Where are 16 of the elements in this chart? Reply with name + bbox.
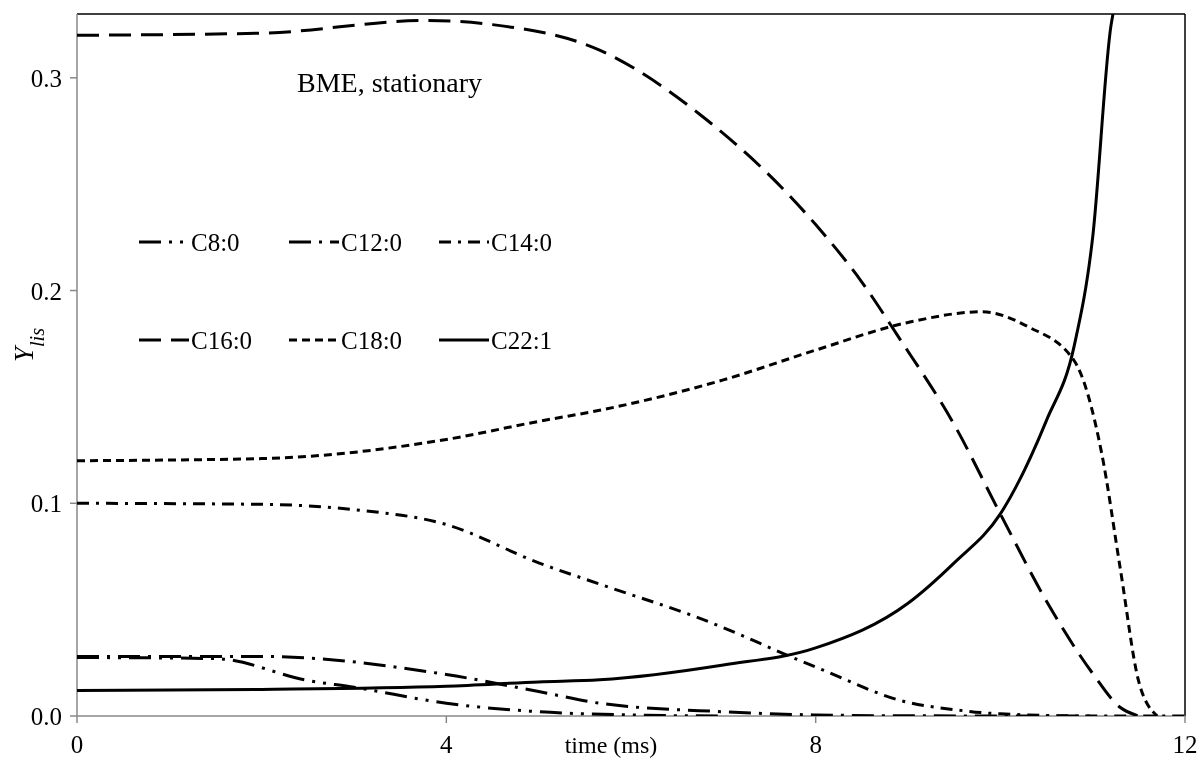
y-tick-label: 0.2 — [30, 277, 62, 305]
legend-label: C14:0 — [491, 229, 553, 256]
legend-label: C8:0 — [191, 229, 240, 256]
y-tick-label: 0.3 — [30, 64, 62, 92]
y-tick-label: 0.0 — [30, 703, 62, 730]
legend-label: C18:0 — [341, 327, 403, 354]
annotation: BME, stationary — [297, 67, 483, 98]
x-tick-label: 8 — [809, 731, 822, 758]
x-tick-label: 12 — [1172, 731, 1198, 758]
y-tick-label: 0.1 — [30, 490, 62, 518]
x-axis-title: time (ms) — [564, 732, 658, 758]
legend-label: C16:0 — [191, 327, 253, 354]
legend-label: C12:0 — [341, 229, 403, 256]
x-tick-label: 4 — [440, 731, 454, 758]
legend-label: C22:1 — [491, 327, 553, 354]
x-tick-label: 0 — [70, 731, 84, 758]
